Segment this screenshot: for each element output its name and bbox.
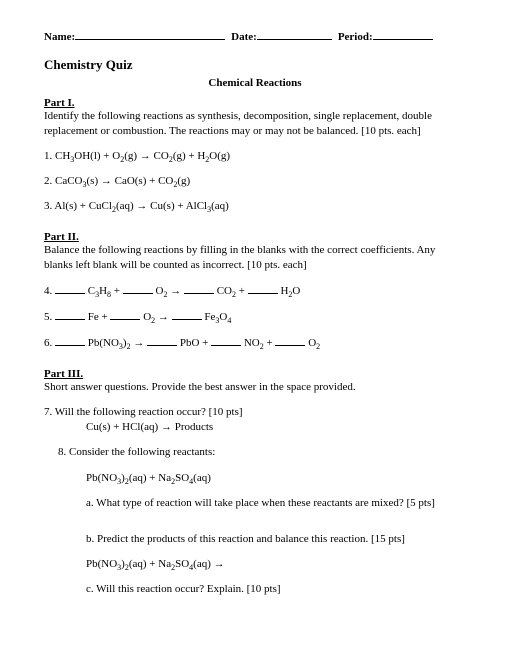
question-8a: a. What type of reaction will take place… (44, 496, 466, 511)
arrow-icon: → (136, 200, 147, 212)
arrow-icon: → (170, 285, 181, 297)
coef-blank[interactable] (55, 283, 85, 294)
coef-blank[interactable] (184, 283, 214, 294)
part3-label: Part III. (44, 368, 83, 380)
q6-num: 6. (44, 337, 55, 349)
arrow-icon: → (133, 337, 144, 349)
question-1: 1. CH3OH(l) + O2(g) → CO2(g) + H2O(g) (44, 149, 466, 164)
part1-label: Part I. (44, 97, 75, 109)
arrow-icon: → (214, 558, 225, 570)
coef-blank[interactable] (248, 283, 278, 294)
part2-instructions: Balance the following reactions by filli… (44, 243, 466, 273)
question-8c: c. Will this reaction occur? Explain. [1… (44, 582, 466, 597)
header-row: Name: Date: Period: (44, 28, 466, 43)
arrow-icon: → (140, 150, 151, 162)
part3-instructions: Short answer questions. Provide the best… (44, 380, 466, 395)
coef-blank[interactable] (275, 335, 305, 346)
p1-instr-l1: Identify the following reactions as synt… (44, 110, 432, 122)
question-3: 3. Al(s) + CuCl2(aq) → Cu(s) + AlCl3(aq) (44, 199, 466, 214)
q1-num: 1. (44, 150, 55, 162)
question-8: 8. Consider the following reactants: (44, 445, 466, 460)
q7-text: 7. Will the following reaction occur? [1… (44, 406, 243, 418)
part1-instructions: Identify the following reactions as synt… (44, 109, 466, 139)
name-label: Name: (44, 31, 75, 43)
arrow-icon: → (101, 175, 112, 187)
q8b-equation: Pb(NO3)2(aq) + Na2SO4(aq) → (44, 557, 466, 572)
coef-blank[interactable] (211, 335, 241, 346)
question-8b: b. Predict the products of this reaction… (44, 532, 466, 547)
question-6: 6. Pb(NO3)2 → PbO + NO2 + O2 (44, 335, 466, 351)
period-label: Period: (338, 31, 373, 43)
worksheet-page: Name: Date: Period: Chemistry Quiz Chemi… (0, 0, 510, 628)
coef-blank[interactable] (55, 309, 85, 320)
coef-blank[interactable] (123, 283, 153, 294)
coef-blank[interactable] (55, 335, 85, 346)
q3-num: 3. (44, 200, 54, 212)
coef-blank[interactable] (110, 309, 140, 320)
period-blank[interactable] (373, 28, 433, 40)
question-5: 5. Fe + O2 → Fe3O4 (44, 309, 466, 325)
part-3: Part III. Short answer questions. Provid… (44, 368, 466, 598)
part-1: Part I. Identify the following reactions… (44, 97, 466, 215)
p2-instr-l1: Balance the following reactions by filli… (44, 244, 435, 256)
q2-num: 2. (44, 175, 55, 187)
name-blank[interactable] (75, 28, 225, 40)
quiz-title: Chemistry Quiz (44, 57, 466, 73)
date-blank[interactable] (257, 28, 332, 40)
q7-equation: Cu(s) + HCl(aq) → Products (44, 421, 213, 433)
part2-label: Part II. (44, 231, 79, 243)
question-7: 7. Will the following reaction occur? [1… (44, 405, 466, 436)
arrow-icon: → (161, 421, 172, 433)
part-2: Part II. Balance the following reactions… (44, 231, 466, 352)
q4-num: 4. (44, 285, 55, 297)
p2-instr-l2: blanks left blank will be counted as inc… (44, 259, 307, 271)
question-4: 4. C3H8 + O2 → CO2 + H2O (44, 283, 466, 299)
p1-instr-l2: replacement or combustion. The reactions… (44, 125, 421, 137)
date-label: Date: (231, 31, 257, 43)
quiz-subtitle: Chemical Reactions (44, 77, 466, 89)
question-2: 2. CaCO3(s) → CaO(s) + CO2(g) (44, 174, 466, 189)
arrow-icon: → (158, 311, 169, 323)
q5-num: 5. (44, 311, 55, 323)
q8-reactants: Pb(NO3)2(aq) + Na2SO4(aq) (44, 471, 466, 486)
coef-blank[interactable] (147, 335, 177, 346)
coef-blank[interactable] (172, 309, 202, 320)
